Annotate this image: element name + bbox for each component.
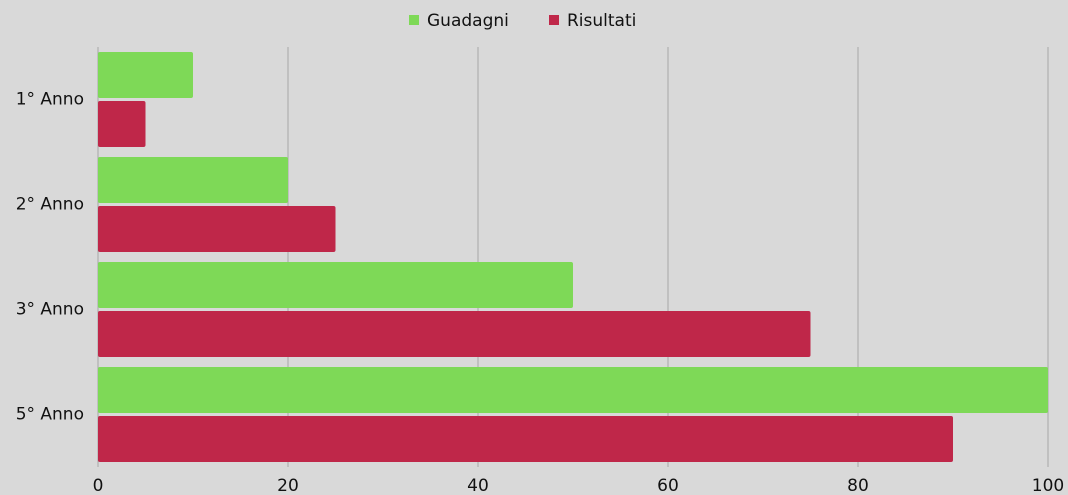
x-tick-label: 80 [847,476,869,495]
x-tick-label: 100 [1032,476,1064,495]
x-tick-label: 0 [93,476,104,495]
bar [98,416,953,462]
x-tick-label: 20 [277,476,299,495]
legend-swatch [409,15,419,25]
x-tick-label: 40 [467,476,489,495]
legend-label: Guadagni [427,11,509,31]
bar [98,157,288,203]
y-tick-label: 1° Anno [16,90,84,110]
y-tick-label: 5° Anno [16,405,84,425]
y-tick-label: 3° Anno [16,300,84,320]
bar [98,101,146,147]
bar [98,52,193,98]
bar [98,206,336,252]
bar [98,367,1048,413]
bar [98,262,573,308]
x-tick-label: 60 [657,476,679,495]
y-tick-label: 2° Anno [16,195,84,215]
bar [98,311,811,357]
legend-label: Risultati [567,11,636,31]
legend-swatch [549,15,559,25]
